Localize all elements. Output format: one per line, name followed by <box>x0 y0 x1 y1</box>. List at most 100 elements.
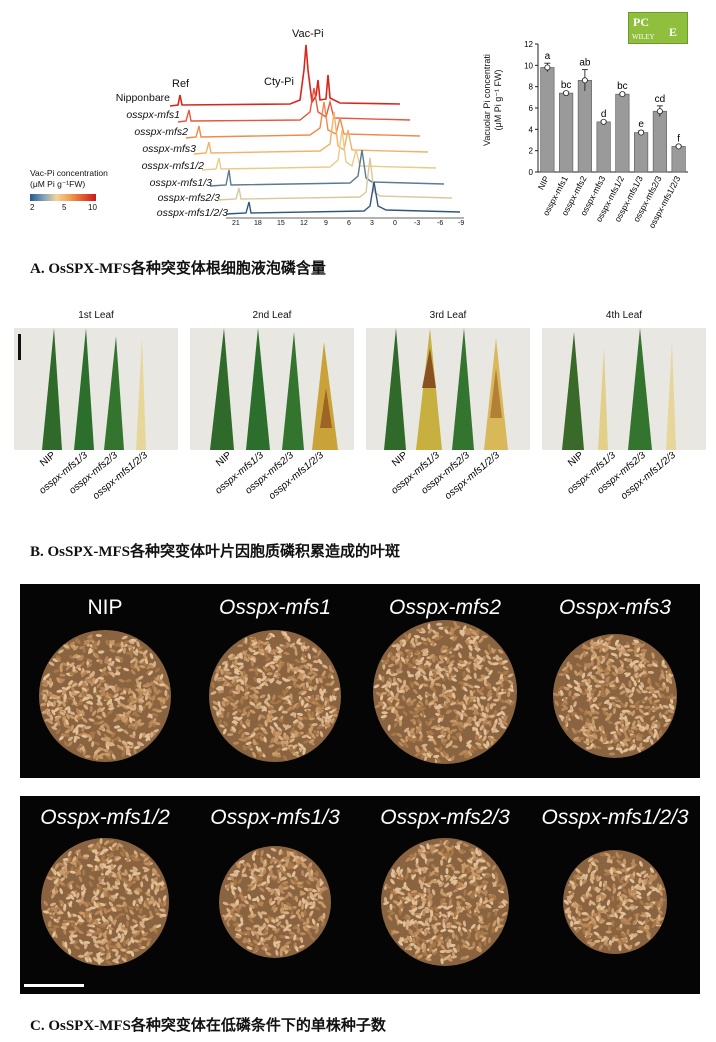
spectrum-label: osspx-mfs1/2 <box>141 160 204 172</box>
spectrum-label: osspx-mfs1/2/3 <box>156 207 228 219</box>
significance-letter: bc <box>617 81 628 92</box>
data-point <box>563 90 570 97</box>
panel-a-caption: A. OsSPX-MFS各种突变体根细胞液泡磷含量 <box>30 257 326 278</box>
panel-b-caption: B. OsSPX-MFS各种突变体叶片因胞质磷积累造成的叶斑 <box>30 540 400 561</box>
colorbar <box>30 194 96 201</box>
logo-letter-e: E <box>669 25 678 39</box>
leaf-photo-4 <box>542 328 706 450</box>
leaf-title: 1st Leaf <box>78 310 114 321</box>
spectrum-trace <box>201 129 437 171</box>
caption-text: 各种突变体在低磷条件下的单株种子数 <box>130 1018 386 1034</box>
leaf-photo-1 <box>14 328 178 450</box>
leaf-title: 4th Leaf <box>605 310 643 321</box>
caption-prefix: C. OsSPX-MFS <box>30 1018 131 1034</box>
journal-logo: PC E WILEY <box>628 12 688 44</box>
leaf-genotype-label: osspx-mfs1/2/3 <box>267 452 326 502</box>
caption-prefix: A. OsSPX-MFS <box>30 261 131 277</box>
bar <box>634 132 649 173</box>
leaf-genotype-label: osspx-mfs1/2/3 <box>443 452 502 502</box>
data-point <box>600 118 607 125</box>
colorbar-title-line1: Vac-Pi concentration <box>30 168 108 178</box>
leaf-title: 2nd Leaf <box>252 310 292 321</box>
seed-pile <box>41 838 169 966</box>
scale-bar <box>18 334 21 360</box>
ppm-tick: 0 <box>393 220 397 227</box>
vacuolar-pi-bar-chart: 024681012aNIPbcosspx-mfs1abosspx-mfs2dos… <box>524 40 688 230</box>
bar <box>559 92 574 173</box>
ppm-tick: -3 <box>414 220 421 227</box>
seed-pile <box>552 634 677 758</box>
significance-letter: f <box>677 133 680 144</box>
leaf-shapes <box>384 328 508 450</box>
leaf-genotype-label: NIP <box>566 452 586 469</box>
y-tick-label: 2 <box>529 147 534 156</box>
seed-piles <box>39 620 677 966</box>
bar <box>652 110 667 173</box>
seed-pile <box>563 850 667 954</box>
ppm-tick: 18 <box>254 220 262 227</box>
seed-pile <box>39 630 171 762</box>
spectrum-trace <box>185 101 421 139</box>
y-tick-label: 8 <box>529 83 534 92</box>
significance-letter: a <box>545 51 551 62</box>
ppm-tick: 21 <box>232 220 240 227</box>
significance-letter: ab <box>579 58 591 69</box>
bar <box>540 67 555 173</box>
seed-title: Osspx-mfs1/3 <box>210 806 340 829</box>
seed-pile <box>209 630 341 762</box>
y-tick-label: 12 <box>524 40 533 49</box>
leaf-shapes <box>42 328 146 450</box>
ppm-axis: 21 18 15 12 9 6 3 0 -3 -6 -9 <box>226 220 466 232</box>
bar <box>596 121 611 173</box>
colorbar-tick: 10 <box>88 203 97 212</box>
ppm-tick: -6 <box>437 220 444 227</box>
seed-title: Osspx-mfs3 <box>558 596 671 619</box>
peak-label-ref: Ref <box>172 78 190 90</box>
data-point <box>675 143 682 150</box>
seed-title: Osspx-mfs2/3 <box>380 806 510 829</box>
spectrum-trace <box>225 181 461 215</box>
leaf-genotype-label: NIP <box>214 452 234 469</box>
leaf-shapes <box>562 328 676 450</box>
spectrum-trace <box>177 87 411 123</box>
peak-label-vac: Vac-Pi <box>292 28 324 40</box>
significance-letter: d <box>601 109 607 120</box>
ppm-tick: 6 <box>347 220 351 227</box>
ppm-tick: -9 <box>458 220 465 227</box>
seed-scale-bar <box>24 984 84 987</box>
peak-label-cty: Cty-Pi <box>264 76 294 88</box>
leaf-title: 3rd Leaf <box>429 310 467 321</box>
leaf-genotype-labels: NIPosspx-mfs1/3osspx-mfs2/3osspx-mfs1/2/… <box>37 452 678 502</box>
caption-prefix: B. OsSPX-MFS <box>30 544 131 560</box>
leaf-genotype-label: NIP <box>390 452 410 469</box>
significance-letter: bc <box>561 80 572 91</box>
nmr-spectra <box>169 44 464 219</box>
spectrum-label: osspx-mfs1 <box>126 109 180 121</box>
logo-letters: PC <box>633 15 649 29</box>
logo-publisher: WILEY <box>632 33 655 41</box>
data-point <box>581 77 588 84</box>
colorbar-tick: 2 <box>30 203 35 212</box>
ppm-tick: 12 <box>300 220 308 227</box>
data-point <box>638 129 645 136</box>
significance-letter: cd <box>655 94 666 105</box>
leaf-genotype-label: osspx-mfs1/2/3 <box>619 452 678 502</box>
seed-title: Osspx-mfs1 <box>218 596 331 619</box>
data-point <box>619 91 626 98</box>
seed-pile <box>381 838 509 966</box>
ylabel-line2: (μM Pi g⁻¹ FW) <box>493 69 503 131</box>
colorbar-title-line2: (μM Pi g⁻¹FW) <box>30 179 86 189</box>
y-tick-label: 6 <box>529 104 534 113</box>
panel-c-caption: C. OsSPX-MFS各种突变体在低磷条件下的单株种子数 <box>30 1014 386 1035</box>
bar-chart-ylabel: Vacuolar Pi concentrati (μM Pi g⁻¹ FW) <box>482 40 504 160</box>
spectrum-label: osspx-mfs2 <box>134 126 188 138</box>
spectrum-label: osspx-mfs3 <box>142 143 196 155</box>
seed-title: Osspx-mfs2 <box>388 596 501 619</box>
seed-pile <box>373 620 517 764</box>
bar <box>577 79 592 173</box>
spectrum-label: osspx-mfs2/3 <box>157 192 220 204</box>
leaf-photo-2 <box>190 328 354 450</box>
spectrum-trace <box>217 157 453 201</box>
bar <box>615 93 630 173</box>
data-point <box>656 108 663 115</box>
